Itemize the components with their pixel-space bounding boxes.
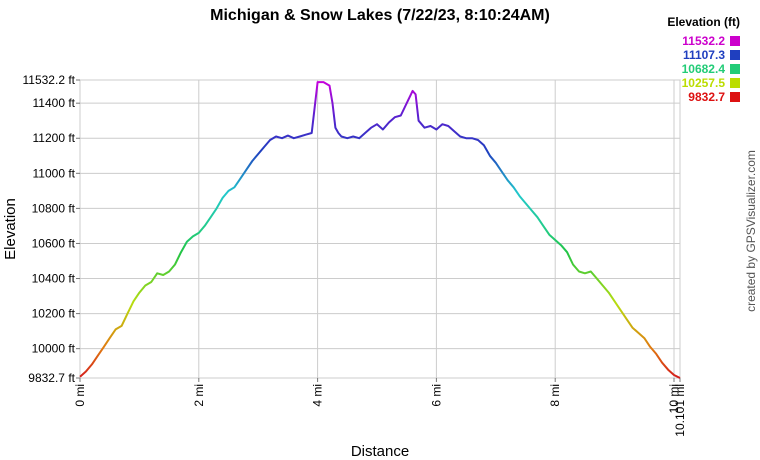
legend-swatch — [730, 36, 740, 46]
y-tick-label: 10000 ft — [32, 342, 76, 356]
plot-area — [79, 79, 681, 379]
x-tick-label: 0 mi — [73, 384, 87, 407]
y-tick-label: 9832.7 ft — [28, 371, 75, 385]
y-axis-label: Elevation — [2, 198, 19, 260]
y-tick-label: 10800 ft — [32, 201, 76, 215]
y-tick-label: 10200 ft — [32, 307, 76, 321]
y-tick-label: 11200 ft — [33, 131, 76, 145]
legend: Elevation (ft) 11532.211107.310682.41025… — [667, 15, 740, 104]
legend-swatch — [730, 64, 740, 74]
legend-entry-label: 11532.2 — [682, 34, 725, 48]
legend-swatch — [730, 92, 740, 102]
legend-entry-label: 10682.4 — [682, 62, 726, 76]
y-tick-label: 11400 ft — [33, 96, 76, 110]
y-tick-label: 10600 ft — [32, 236, 76, 250]
legend-entry-label: 11107.3 — [683, 48, 725, 62]
legend-entry-label: 10257.5 — [682, 76, 726, 90]
x-axis-label: Distance — [351, 443, 409, 460]
x-tick-label: 6 mi — [429, 384, 443, 407]
x-tick-label: 8 mi — [548, 384, 562, 407]
legend-title: Elevation (ft) — [667, 15, 740, 29]
x-tick-label: 10 mi — [667, 384, 681, 413]
credit-text: created by GPSVisualizer.com — [744, 150, 758, 312]
legend-swatch — [730, 50, 740, 60]
y-tick-label: 11000 ft — [33, 166, 76, 180]
grid-lines — [79, 79, 681, 379]
x-tick-label: 2 mi — [192, 384, 206, 407]
legend-entry-label: 9832.7 — [688, 90, 725, 104]
x-tick-label: 4 mi — [311, 384, 325, 407]
legend-swatch — [730, 78, 740, 88]
y-axis-ticks: 9832.7 ft 10000 ft 10200 ft 10400 ft 10600 f… — [23, 73, 80, 385]
y-tick-label: 11532.2 ft — [23, 73, 76, 87]
y-tick-label: 10400 ft — [32, 272, 76, 286]
elevation-line — [79, 81, 681, 379]
chart-title: Michigan & Snow Lakes (7/22/23, 8:10:24A… — [210, 7, 550, 24]
x-tick-label: 10.101 mi — [673, 384, 687, 437]
